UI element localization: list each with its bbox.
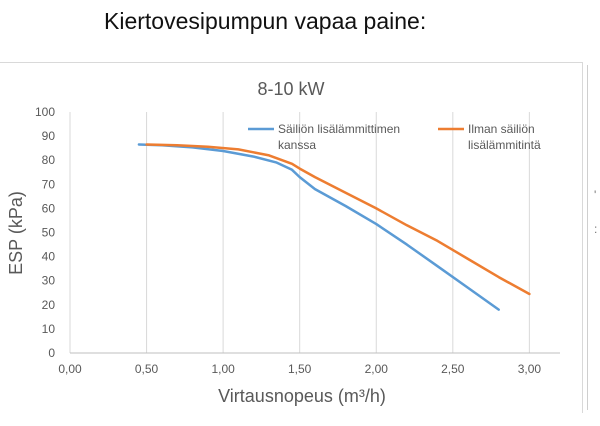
cropped-mark-top: ': [594, 188, 597, 202]
chart-labels: 0,00 0,50 1,00 1,50 2,00 2,50 3,00 0 10 20 30 40 50 6…: [6, 79, 541, 406]
y-tick-label: 60: [42, 201, 56, 215]
series-lines: [137, 143, 531, 311]
legend-label: Säiliön lisälämmittimen: [278, 122, 400, 136]
y-tick-label: 90: [42, 129, 56, 143]
y-tick-label: 70: [42, 177, 56, 191]
legend: Säiliön lisälämmittimen kanssa Ilman säili…: [248, 122, 541, 152]
y-tick-label: 10: [42, 322, 56, 336]
y-tick-label: 80: [42, 153, 56, 167]
y-tick-label: 20: [42, 298, 56, 312]
y-axis-label: ESP (kPa): [6, 191, 26, 275]
chart-title: 8-10 kW: [257, 79, 324, 99]
x-tick-label: 1,50: [288, 362, 312, 376]
page-heading: Kiertovesipumpun vapaa paine:: [104, 8, 427, 34]
series-line-2: [145, 143, 531, 296]
x-axis-label: Virtausnopeus (m³/h): [218, 386, 386, 406]
cropped-mark-bottom: :: [594, 222, 598, 236]
legend-label: kanssa: [278, 138, 316, 152]
chart-frame: [0, 62, 583, 413]
x-tick-label: 1,00: [211, 362, 235, 376]
bottom-crop: [0, 411, 582, 426]
x-tick-label: 3,00: [518, 362, 542, 376]
y-tick-label: 100: [35, 105, 55, 119]
legend-label: Ilman säiliön: [468, 122, 535, 136]
series-line-1: [137, 143, 500, 311]
legend-label: lisälämmitintä: [468, 138, 541, 152]
x-tick-label: 2,50: [441, 362, 465, 376]
y-tick-label: 50: [42, 226, 56, 240]
y-tick-label: 40: [42, 250, 56, 264]
y-tick-label: 30: [42, 274, 56, 288]
x-tick-label: 0,00: [58, 362, 82, 376]
x-tick-label: 0,50: [135, 362, 159, 376]
y-tick-label: 0: [48, 346, 55, 360]
panel-divider: [587, 65, 588, 410]
x-tick-label: 2,00: [365, 362, 389, 376]
